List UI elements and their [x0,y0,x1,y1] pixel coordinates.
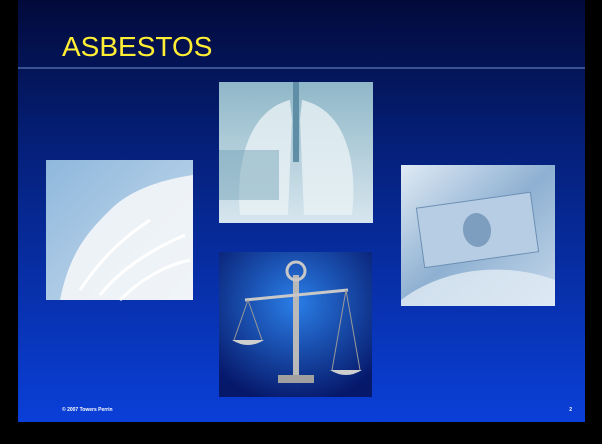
money-image [401,165,555,306]
page-number: 2 [569,407,572,413]
lungs-image [219,82,373,223]
slide-title: ASBESTOS [62,31,212,62]
scales-image [219,252,372,397]
copyright: © 2007 Towers Perrin [62,406,113,413]
asbestos-image [46,160,193,302]
